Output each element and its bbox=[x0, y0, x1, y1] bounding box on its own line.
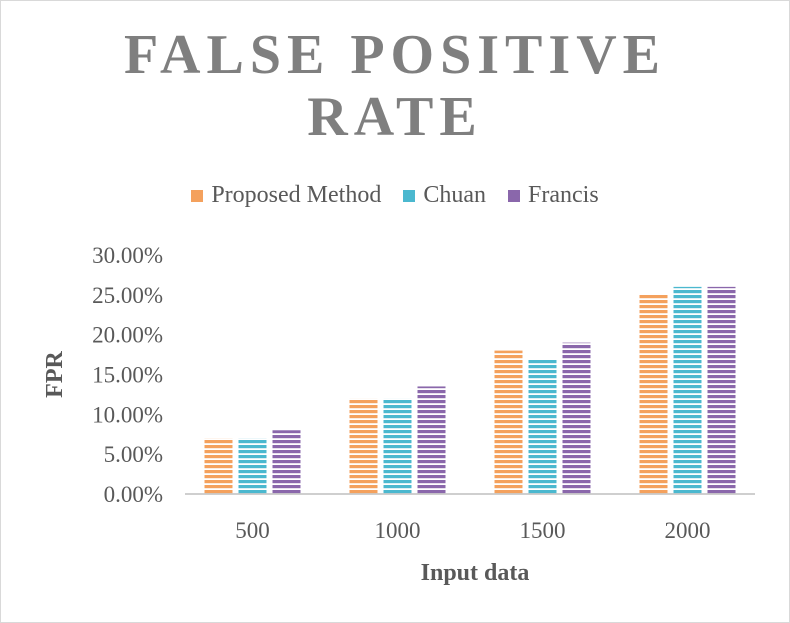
x-axis-ticks: 500 1000 1500 2000 bbox=[235, 518, 710, 543]
bar-francis-2000 bbox=[707, 286, 736, 494]
chart-legend: Proposed Method Chuan Francis bbox=[0, 182, 790, 209]
y-tick-label: 10.00% bbox=[92, 402, 163, 427]
bar-proposed-method-500 bbox=[204, 438, 233, 494]
bar-proposed-method-1000 bbox=[349, 398, 378, 494]
y-tick-label: 20.00% bbox=[92, 323, 163, 348]
x-axis-title: Input data bbox=[421, 560, 530, 586]
legend-item-francis: Francis bbox=[508, 182, 599, 209]
bar-proposed-method-2000 bbox=[639, 294, 668, 494]
y-axis-title: FPR bbox=[42, 351, 68, 398]
y-tick-label: 15.00% bbox=[92, 363, 163, 388]
y-tick-label: 30.00% bbox=[92, 243, 163, 268]
legend-swatch-francis bbox=[508, 189, 520, 202]
chart-title-line1: FALSE POSITIVE bbox=[124, 24, 666, 86]
x-tick-label: 1000 bbox=[375, 518, 421, 543]
legend-item-proposed-method: Proposed Method bbox=[191, 182, 381, 209]
y-tick-label: 5.00% bbox=[104, 442, 163, 467]
bar-marks bbox=[204, 286, 736, 494]
bar-francis-500 bbox=[272, 430, 301, 494]
bar-chuan-500 bbox=[238, 438, 267, 494]
bar-chuan-2000 bbox=[673, 286, 702, 494]
bar-chuan-1000 bbox=[383, 398, 412, 494]
x-tick-label: 2000 bbox=[665, 518, 711, 543]
chart-title: FALSE POSITIVE RATE bbox=[0, 24, 790, 148]
y-axis-ticks: 0.00% 5.00% 10.00% 15.00% 20.00% 25.00% 30.00% bbox=[92, 243, 163, 507]
y-tick-label: 25.00% bbox=[92, 283, 163, 308]
legend-label-francis: Francis bbox=[528, 182, 599, 208]
bar-francis-1500 bbox=[562, 342, 591, 494]
legend-item-chuan: Chuan bbox=[403, 182, 486, 209]
legend-label-chuan: Chuan bbox=[423, 182, 486, 208]
x-tick-label: 1500 bbox=[520, 518, 566, 543]
bar-chuan-1500 bbox=[528, 358, 557, 494]
bar-francis-1000 bbox=[417, 386, 446, 494]
legend-label-proposed-method: Proposed Method bbox=[211, 182, 382, 208]
bar-proposed-method-1500 bbox=[494, 350, 523, 494]
chart-title-line2: RATE bbox=[307, 86, 483, 148]
x-tick-label: 500 bbox=[235, 518, 270, 543]
legend-swatch-proposed-method bbox=[191, 189, 204, 202]
legend-swatch-chuan bbox=[403, 189, 416, 202]
y-tick-label: 0.00% bbox=[104, 482, 163, 507]
